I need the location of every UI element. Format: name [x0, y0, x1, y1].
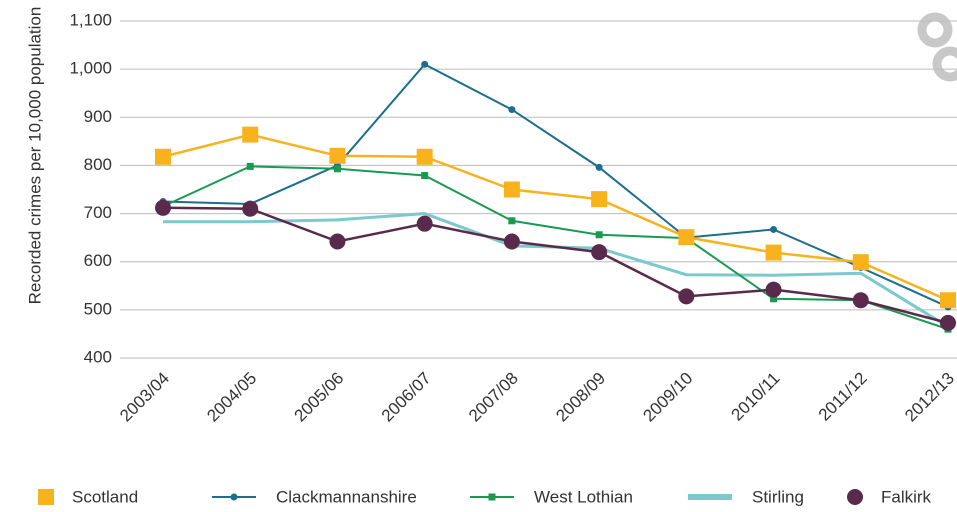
data-point — [242, 126, 259, 143]
data-point — [508, 217, 516, 225]
legend-swatch — [847, 489, 863, 505]
data-point — [421, 172, 429, 180]
data-point — [595, 163, 603, 171]
data-point — [242, 200, 259, 217]
data-point — [329, 233, 346, 250]
data-point — [503, 233, 520, 250]
y-tick-label: 1,100 — [69, 10, 112, 29]
data-point — [940, 292, 956, 309]
legend-label: West Lothian — [534, 487, 633, 506]
data-point — [770, 225, 778, 233]
x-tick-label: 2012/13 — [901, 369, 957, 426]
y-tick-label: 600 — [84, 251, 112, 270]
x-tick-label: 2007/08 — [465, 369, 522, 426]
data-point — [508, 106, 516, 114]
legend-marker — [488, 493, 496, 501]
y-tick-label: 900 — [84, 107, 112, 126]
x-tick-label: 2010/11 — [728, 369, 784, 425]
y-tick-label: 700 — [84, 203, 112, 222]
data-point — [155, 148, 171, 165]
legend-item: Stirling — [688, 487, 804, 506]
data-point — [765, 281, 782, 298]
legend-label: Clackmannanshire — [276, 487, 417, 506]
data-point — [765, 244, 782, 261]
data-point — [678, 288, 695, 305]
legend-item: West Lothian — [470, 487, 633, 506]
series-line — [162, 133, 949, 302]
legend-label: Stirling — [752, 487, 804, 506]
series — [155, 126, 956, 309]
data-point — [416, 215, 433, 232]
series — [155, 199, 956, 331]
legend-marker — [230, 493, 238, 501]
y-tick-label: 500 — [84, 299, 112, 318]
data-point — [333, 165, 341, 173]
x-tick-label: 2011/12 — [815, 369, 871, 425]
y-tick-label: 400 — [84, 347, 112, 366]
series-line — [162, 165, 949, 331]
data-point — [770, 295, 778, 303]
handcuffs-icon — [917, 12, 957, 82]
data-point — [503, 181, 520, 198]
series-line — [162, 63, 949, 308]
data-point — [852, 292, 869, 309]
x-tick-label: 2004/05 — [203, 369, 260, 426]
x-tick-label: 2006/07 — [378, 369, 435, 426]
data-point — [329, 147, 346, 164]
legend-item: Falkirk — [847, 487, 932, 506]
legend-label: Falkirk — [881, 487, 932, 506]
data-point — [852, 254, 869, 271]
y-tick-label: 1,000 — [69, 59, 112, 78]
legend-item: Clackmannanshire — [212, 487, 417, 506]
x-tick-label: 2008/09 — [552, 369, 609, 426]
y-tick-label: 800 — [84, 155, 112, 174]
data-point — [155, 199, 171, 216]
legend-label: Scotland — [72, 487, 138, 506]
data-point — [591, 191, 608, 208]
data-point — [595, 231, 603, 239]
data-point — [940, 314, 956, 331]
data-point — [246, 162, 254, 170]
legend-item: Scotland — [38, 487, 138, 506]
series-line — [162, 206, 949, 325]
x-tick-label: 2003/04 — [116, 369, 173, 426]
data-point — [591, 244, 608, 261]
data-point — [678, 229, 695, 246]
x-tick-label: 2009/10 — [639, 369, 696, 426]
legend-swatch — [38, 489, 54, 505]
x-tick-label: 2005/06 — [291, 369, 348, 426]
data-point — [421, 60, 429, 68]
data-point — [416, 148, 433, 165]
